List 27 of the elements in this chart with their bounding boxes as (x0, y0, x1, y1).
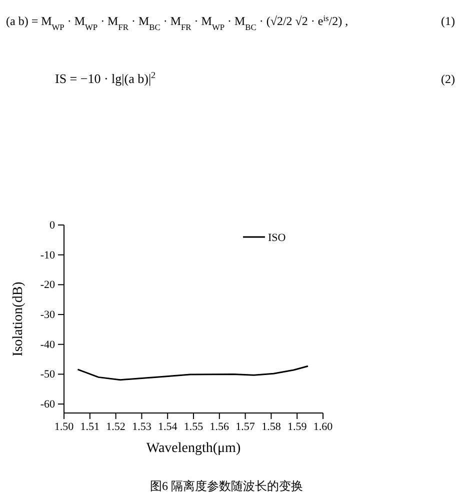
y-tick-label: -60 (40, 398, 56, 411)
y-tick-label: -30 (40, 309, 56, 322)
x-tick-label: 1.56 (210, 420, 230, 433)
x-tick-label: 1.57 (236, 420, 256, 433)
text: (1) (441, 14, 455, 28)
y-tick-label: -50 (40, 368, 56, 381)
legend-label: ISO (268, 232, 286, 244)
caption: 图6 隔离度参数随波长的变换 (150, 479, 303, 493)
x-tick-label: 1.51 (80, 420, 100, 433)
text: (2) (441, 72, 455, 86)
text: (a b) = M$_{WP}$ · M$_{WP}$ · M$_{FR}$ · M$_{BC}$ · M$_{FR}$ · M$_{WP}$ · M$_{BC}$ · (√2/2 √2 · e$^{is}$/2) , (6, 14, 348, 32)
y-tick-label: -10 (40, 249, 56, 262)
y-tick-label: -20 (40, 279, 56, 292)
y-tick-label: 0 (50, 220, 56, 232)
x-tick-label: 1.52 (106, 420, 126, 433)
x-tick-label: 1.59 (287, 420, 308, 433)
y-tick-label: -40 (40, 338, 56, 351)
y-axis-title: Isolation(dB) (11, 281, 26, 356)
x-tick-label: 1.53 (132, 420, 152, 433)
x-tick-label: 1.54 (158, 420, 178, 433)
x-tick-label: 1.58 (262, 420, 282, 433)
x-tick-label: 1.50 (54, 420, 74, 433)
x-tick-label: 1.55 (184, 420, 204, 433)
x-tick-label: 1.60 (313, 420, 334, 433)
x-axis-title: Wavelength(μm) (146, 441, 241, 456)
line-series (76, 365, 309, 381)
text: IS = −10 · lg|(a b)|$^{2}$ (55, 70, 156, 86)
